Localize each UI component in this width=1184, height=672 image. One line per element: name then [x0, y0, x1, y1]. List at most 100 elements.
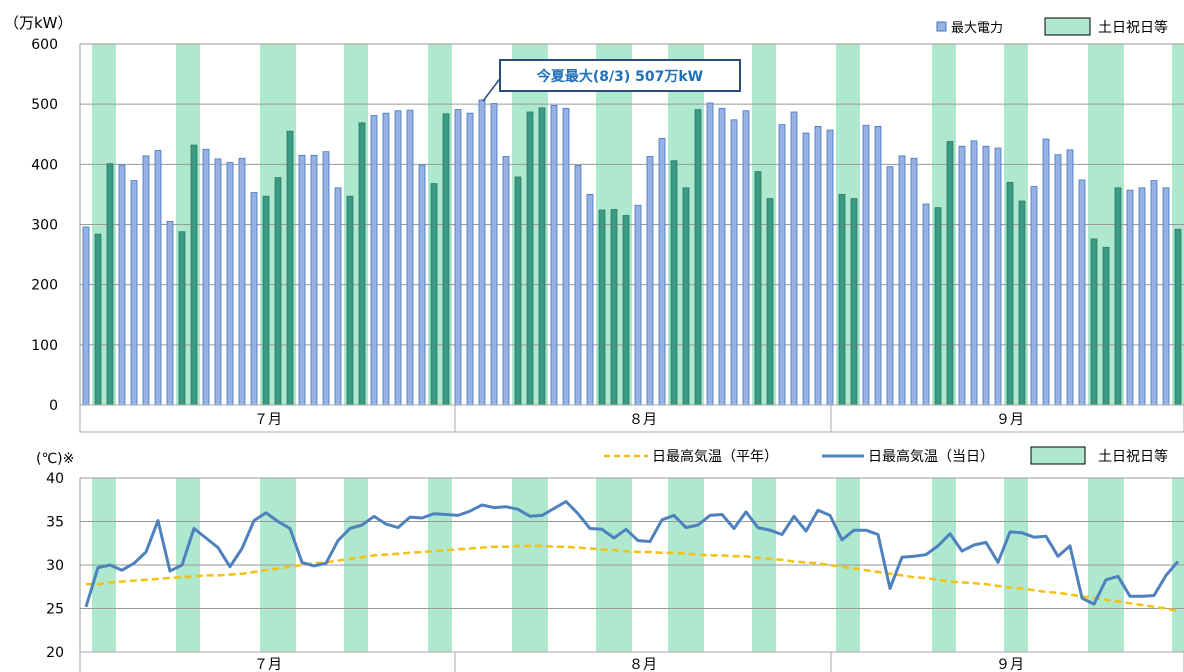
legend-actual-label: 日最高気温（当日）: [868, 448, 994, 465]
power-bar: [334, 187, 342, 406]
power-bar: [190, 144, 198, 406]
power-bar: [910, 157, 918, 406]
power-bar: [442, 113, 450, 406]
power-bar: [250, 192, 258, 406]
y-tick-label: 40: [46, 471, 64, 487]
legend-normal-label: 日最高気温（平年）: [652, 448, 778, 465]
power-bar: [430, 183, 438, 406]
power-bar: [1102, 246, 1110, 406]
power-bar: [154, 150, 162, 406]
legend-holiday-swatch-bottom: [1030, 446, 1086, 465]
power-bar: [790, 111, 798, 406]
power-bar: [562, 107, 570, 406]
power-bar: [1126, 189, 1134, 406]
power-bar: [226, 162, 234, 406]
legend-holiday-swatch: [1044, 17, 1091, 36]
power-bar: [382, 112, 390, 406]
bottom-month-label-jul: ７月: [254, 657, 282, 672]
power-bar: [118, 164, 126, 406]
legend-bar-swatch: [936, 21, 947, 32]
power-bar: [634, 204, 642, 406]
power-bar: [346, 195, 354, 406]
power-bar: [358, 122, 366, 406]
power-bar: [526, 111, 534, 406]
power-bar: [1138, 187, 1146, 406]
power-bar: [1030, 186, 1038, 406]
power-bar: [610, 209, 618, 406]
y-tick-label: 200: [31, 278, 58, 294]
power-bar: [322, 151, 330, 406]
power-bar: [754, 171, 762, 406]
y-tick-label: 35: [46, 515, 64, 531]
power-bar: [298, 154, 306, 406]
power-bar: [178, 231, 186, 406]
y-tick-label: 600: [31, 37, 58, 53]
power-bar: [106, 163, 114, 406]
power-bar: [202, 148, 210, 406]
power-bar: [994, 147, 1002, 406]
top-unit-label: （万kW）: [4, 14, 73, 32]
power-bar: [1114, 187, 1122, 406]
power-bar: [814, 126, 822, 406]
top-month-label-jul: ７月: [254, 412, 282, 428]
power-bar: [262, 195, 270, 406]
power-bar: [970, 140, 978, 406]
power-bar: [730, 119, 738, 406]
bottom-y-axis: 20 25 30 35 40: [46, 471, 64, 661]
power-bar: [478, 99, 486, 406]
power-bar: [982, 145, 990, 406]
power-bar: [130, 180, 138, 406]
power-bar: [406, 109, 414, 406]
bottom-month-band: [79, 651, 1184, 672]
power-bar: [1162, 187, 1170, 406]
y-tick-label: 500: [31, 97, 58, 113]
power-bar: [874, 126, 882, 406]
power-bar: [922, 203, 930, 406]
y-tick-label: 100: [31, 338, 58, 354]
power-bar: [586, 194, 594, 406]
legend-holiday-label-bottom: 土日祝日等: [1098, 448, 1168, 465]
power-bar: [898, 155, 906, 406]
power-bar: [310, 154, 318, 406]
power-bar: [94, 233, 102, 406]
power-bar: [538, 107, 546, 406]
power-bar: [1066, 149, 1074, 406]
power-bar: [802, 132, 810, 406]
y-tick-label: 400: [31, 157, 58, 173]
bottom-month-label-aug: ８月: [629, 657, 657, 672]
power-bar: [1078, 179, 1086, 406]
top-month-label-sep: ９月: [996, 412, 1024, 428]
power-bar: [238, 157, 246, 406]
power-bar: [142, 155, 150, 406]
power-bar: [394, 110, 402, 406]
power-bar: [706, 102, 714, 406]
power-bar: [166, 221, 174, 406]
power-bar: [658, 138, 666, 406]
power-bar: [454, 109, 462, 406]
power-bar: [1054, 154, 1062, 406]
top-month-band: [79, 404, 1184, 433]
power-bar: [826, 129, 834, 406]
legend-holiday-label: 土日祝日等: [1098, 19, 1168, 36]
annotation-text: 今夏最大(8/3) 507万kW: [536, 68, 703, 85]
power-bar: [286, 130, 294, 406]
power-bar: [1006, 181, 1014, 406]
power-bar: [82, 226, 90, 406]
power-bar: [1090, 238, 1098, 406]
power-bar: [742, 110, 750, 406]
power-bar: [574, 165, 582, 406]
power-bar: [778, 124, 786, 406]
temperature-chart: 20 25 30 35 40 ７月 ８月 ９月 (℃)※ 日最高気温（平年） 日最高気温…: [36, 446, 1184, 672]
bottom-month-label-sep: ９月: [996, 657, 1024, 672]
power-bar: [1150, 180, 1158, 406]
power-bar: [766, 198, 774, 406]
normal-temp-line: [86, 544, 1179, 613]
bottom-unit-label: (℃)※: [36, 451, 74, 467]
power-bar: [1018, 200, 1026, 406]
power-bar: [490, 103, 498, 406]
power-bar: [862, 124, 870, 406]
power-bar: [418, 164, 426, 406]
power-bar: [958, 145, 966, 406]
power-bar: [502, 156, 510, 406]
